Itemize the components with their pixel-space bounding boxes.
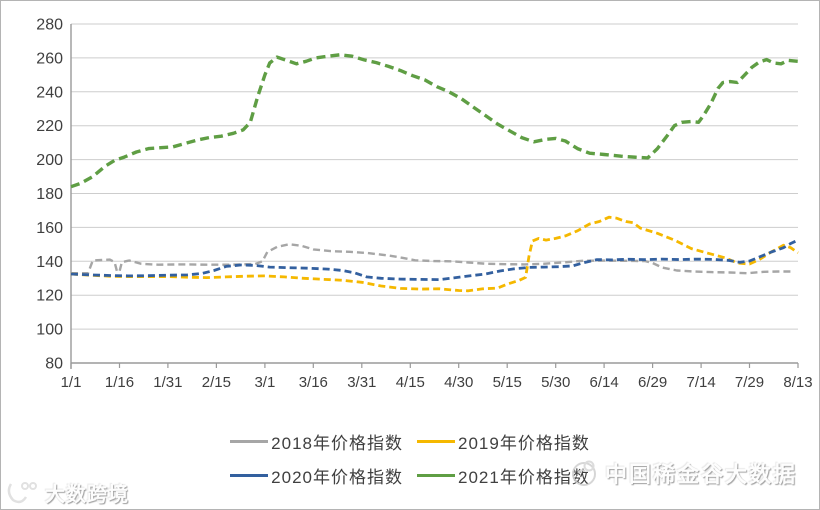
x-axis-label: 4/15	[396, 374, 425, 391]
x-axis-label: 7/29	[735, 374, 764, 391]
x-axis-label: 7/14	[686, 374, 715, 391]
series-line-2018	[71, 243, 791, 275]
y-axis-label: 80	[45, 356, 63, 373]
y-axis-label: 160	[36, 220, 63, 237]
y-axis-label: 200	[36, 152, 63, 169]
x-axis-label: 8/13	[783, 374, 812, 391]
x-axis-label: 6/29	[638, 374, 667, 391]
y-axis-label: 260	[36, 50, 63, 67]
y-axis-label: 240	[36, 84, 63, 101]
y-axis-label: 120	[36, 288, 63, 305]
series-line-2021	[70, 53, 799, 189]
x-axis-label: 5/30	[541, 374, 570, 391]
x-axis-label: 2/15	[202, 374, 231, 391]
y-axis-label: 100	[36, 322, 63, 339]
x-axis-label: 5/15	[493, 374, 522, 391]
y-axis-label: 140	[36, 254, 63, 271]
y-axis-label: 180	[36, 186, 63, 203]
series-line-2020	[70, 238, 799, 281]
x-axis-label: 3/16	[299, 374, 328, 391]
x-axis-label: 6/14	[589, 374, 618, 391]
y-axis-label: 220	[36, 118, 63, 135]
y-axis-label: 280	[36, 17, 63, 34]
x-axis-label: 3/31	[347, 374, 376, 391]
x-axis-label: 4/30	[444, 374, 473, 391]
series-line-2019	[70, 215, 799, 293]
x-axis-label: 3/1	[254, 374, 275, 391]
x-axis-label: 1/1	[61, 374, 82, 391]
x-axis-label: 1/31	[153, 374, 182, 391]
x-axis-label: 1/16	[105, 374, 134, 391]
